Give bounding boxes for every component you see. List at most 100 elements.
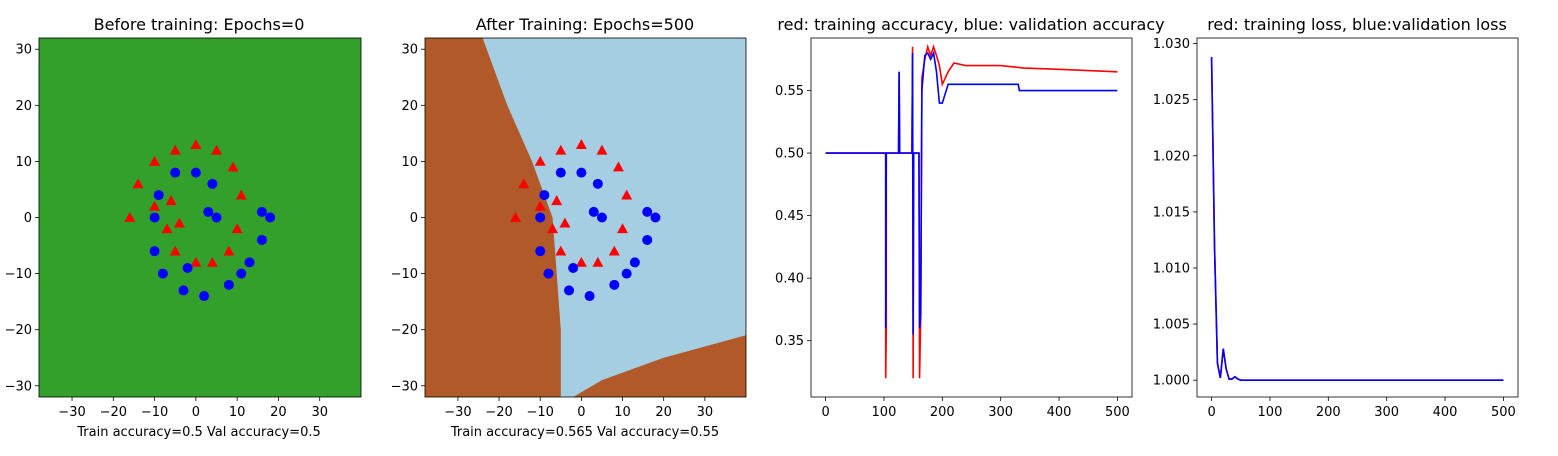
data-point-circle	[592, 178, 603, 189]
y-tick-label: 1.005	[1153, 318, 1190, 333]
data-point-triangle	[547, 223, 559, 234]
x-tick-label: 0	[192, 405, 200, 420]
y-tick-label: 10	[15, 155, 32, 170]
data-point-triangle	[124, 212, 136, 222]
x-tick-label: 0	[1207, 405, 1215, 420]
y-tick-label: −30	[5, 379, 32, 394]
data-point-triangle	[169, 245, 181, 256]
x-tick-label: −30	[58, 405, 85, 420]
y-tick-label: 20	[15, 99, 32, 114]
data-point-triangle	[596, 144, 608, 155]
x-tick-label: 100	[872, 405, 897, 420]
data-point-triangle	[190, 256, 202, 267]
x-tick-label: −10	[527, 405, 554, 420]
y-tick-label: 1.025	[1153, 93, 1190, 108]
decision-boundary-after-training: After Training: Epochs=500 Train accurac…	[391, 15, 747, 440]
data-point-triangle	[149, 155, 161, 166]
plot-area	[825, 43, 1118, 379]
y-tick-label: 30	[401, 43, 418, 58]
y-tick-label: 0.35	[775, 334, 804, 349]
y-tick-label: −30	[391, 379, 418, 394]
data-point-triangle	[534, 200, 546, 211]
data-point-circle	[157, 268, 168, 279]
data-point-circle	[609, 279, 620, 290]
data-point-circle	[182, 262, 193, 273]
data-point-triangle	[617, 223, 629, 234]
y-tick-label: 0.55	[775, 84, 804, 99]
x-tick-label: 0	[821, 405, 829, 420]
data-point-circle	[211, 212, 222, 223]
plot-area	[39, 38, 361, 397]
x-tick-label: 20	[655, 405, 672, 420]
data-point-circle	[642, 234, 653, 245]
y-tick-label: −20	[5, 323, 32, 338]
data-point-circle	[153, 190, 164, 201]
decision-boundary-before-training: Before training: Epochs=0 Train accuracy…	[5, 15, 362, 440]
data-point-triangle	[231, 223, 243, 234]
data-point-circle	[149, 246, 160, 257]
y-tick-label: 10	[401, 155, 418, 170]
data-point-circle	[265, 212, 276, 223]
data-point-circle	[650, 212, 661, 223]
data-point-triangle	[190, 139, 202, 149]
data-point-triangle	[575, 139, 587, 149]
data-point-triangle	[149, 200, 161, 211]
y-tick-label: 1.020	[1153, 149, 1190, 164]
data-point-circle	[170, 167, 181, 178]
data-point-circle	[149, 212, 160, 223]
chart-title: Before training: Epochs=0	[94, 15, 305, 34]
series-line-blue	[825, 50, 1118, 335]
plot-area	[1210, 57, 1504, 381]
data-point-circle	[223, 279, 234, 290]
x-tick-label: 400	[1047, 405, 1072, 420]
x-tick-label: 10	[614, 405, 631, 420]
data-point-triangle	[206, 256, 218, 267]
axes-frame	[1196, 37, 1519, 398]
data-point-circle	[203, 206, 214, 217]
axes-frame	[810, 37, 1133, 398]
y-tick-label: 1.015	[1153, 205, 1190, 220]
data-point-triangle	[608, 245, 620, 256]
data-point-circle	[596, 212, 607, 223]
data-point-circle	[555, 167, 566, 178]
x-tick-label: 30	[697, 405, 714, 420]
data-point-triangle	[510, 212, 522, 222]
data-point-triangle	[559, 217, 571, 228]
data-point-circle	[256, 206, 267, 217]
data-point-circle	[539, 190, 550, 201]
x-tick-label: −20	[485, 405, 512, 420]
y-tick-label: 0.40	[775, 272, 804, 287]
data-point-circle	[244, 257, 255, 268]
x-tick-label: 300	[988, 405, 1013, 420]
data-point-triangle	[223, 245, 235, 256]
data-point-circle	[207, 178, 218, 189]
x-tick-label: 0	[577, 405, 585, 420]
series-line-red	[825, 43, 1118, 379]
data-point-circle	[576, 167, 587, 178]
y-tick-label: −20	[391, 323, 418, 338]
x-tick-label: −10	[141, 405, 168, 420]
x-tick-label: 100	[1258, 405, 1283, 420]
data-point-circle	[568, 262, 579, 273]
y-tick-label: 1.000	[1153, 374, 1190, 389]
data-point-triangle	[551, 195, 563, 206]
plot-area	[425, 38, 746, 397]
data-point-triangle	[575, 256, 587, 267]
data-point-circle	[199, 291, 210, 302]
x-tick-label: 30	[311, 405, 328, 420]
x-tick-label: 200	[930, 405, 955, 420]
x-tick-label: 20	[270, 405, 287, 420]
x-tick-label: 10	[229, 405, 246, 420]
data-point-triangle	[173, 217, 185, 228]
data-point-triangle	[534, 155, 546, 166]
data-point-circle	[543, 268, 554, 279]
series-line-red	[1210, 57, 1504, 381]
series-line-blue	[1210, 57, 1504, 381]
data-point-circle	[236, 268, 247, 279]
data-point-circle	[584, 291, 595, 302]
data-point-circle	[629, 257, 640, 268]
decision-region-brown-bottom	[573, 335, 746, 397]
y-tick-label: −10	[5, 267, 32, 282]
data-point-triangle	[161, 223, 173, 234]
